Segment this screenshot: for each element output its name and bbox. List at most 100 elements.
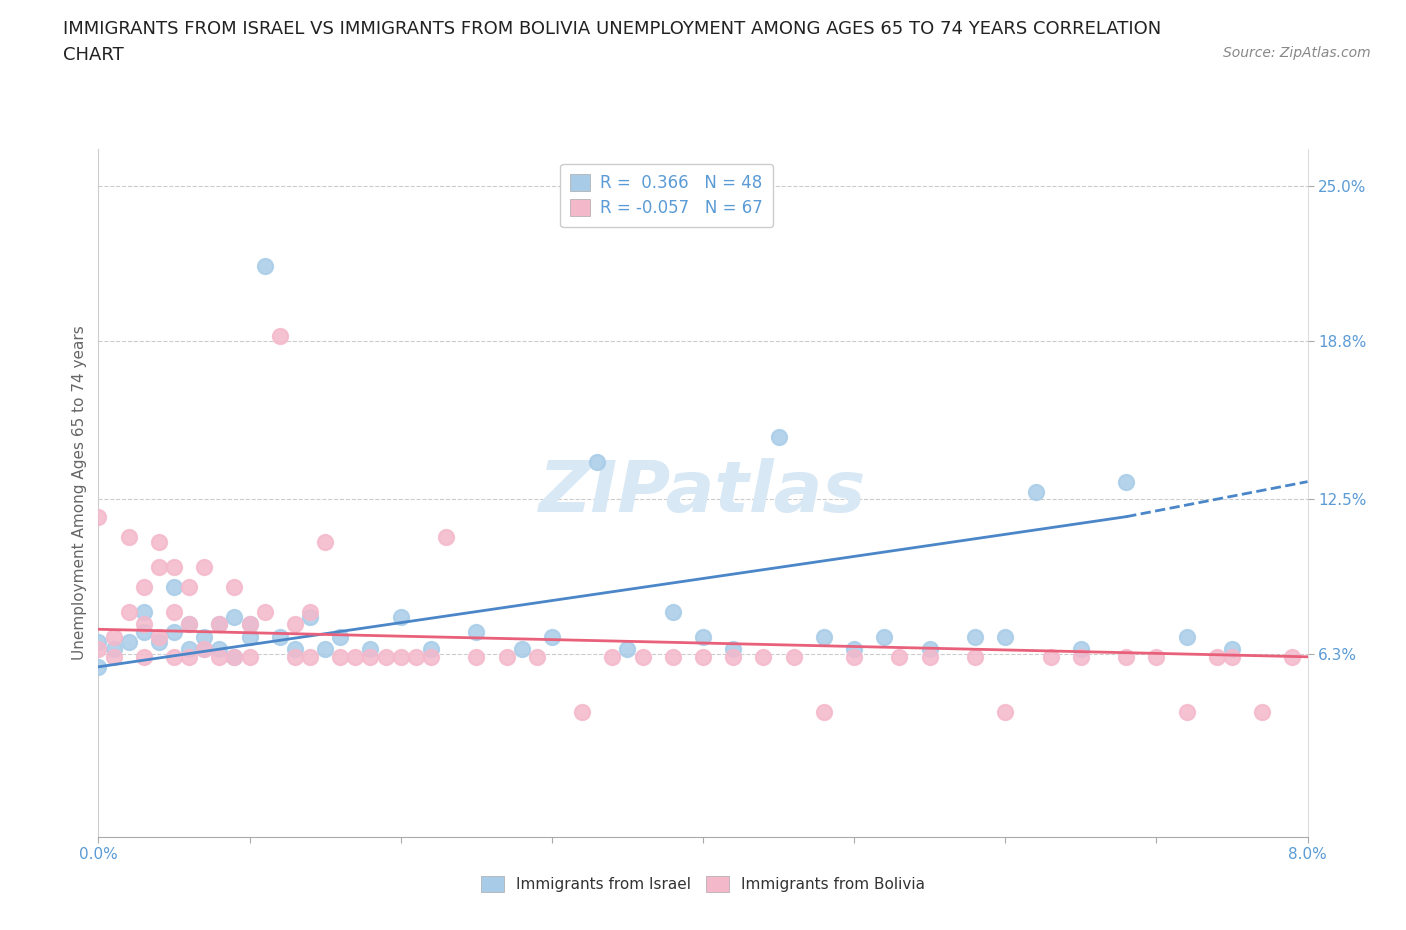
Point [918,642,941,657]
Text: IMMIGRANTS FROM ISRAEL VS IMMIGRANTS FROM BOLIVIA UNEMPLOYMENT AMONG AGES 65 TO : IMMIGRANTS FROM ISRAEL VS IMMIGRANTS FRO… [63,20,1161,38]
Legend: Immigrants from Israel, Immigrants from Bolivia: Immigrants from Israel, Immigrants from … [475,870,931,898]
Point [269,630,291,644]
Point [661,649,683,664]
Point [103,642,125,657]
Point [193,559,215,574]
Point [994,704,1017,719]
Point [844,642,866,657]
Point [132,649,155,664]
Point [299,604,322,619]
Point [359,642,381,657]
Point [103,649,125,664]
Point [87,642,110,657]
Point [224,609,246,624]
Point [193,642,215,657]
Point [179,579,201,594]
Point [103,630,125,644]
Point [994,630,1017,644]
Point [314,534,336,549]
Point [873,630,896,644]
Point [193,642,215,657]
Point [889,649,911,664]
Point [405,649,427,664]
Point [299,609,322,624]
Point [314,642,336,657]
Point [299,649,322,664]
Point [239,630,262,644]
Point [419,642,441,657]
Point [1281,649,1303,664]
Point [163,559,186,574]
Point [329,630,352,644]
Point [540,630,562,644]
Point [344,649,367,664]
Point [1175,630,1198,644]
Point [253,259,276,273]
Point [571,704,593,719]
Point [132,579,155,594]
Point [284,649,307,664]
Point [661,604,683,619]
Point [163,624,186,639]
Point [208,617,231,631]
Point [239,649,262,664]
Point [163,579,186,594]
Point [239,617,262,631]
Point [1115,649,1137,664]
Point [163,649,186,664]
Point [118,634,141,649]
Point [692,630,714,644]
Point [132,624,155,639]
Point [148,559,170,574]
Point [465,649,488,664]
Point [918,649,941,664]
Point [193,630,215,644]
Point [87,510,110,525]
Point [1144,649,1167,664]
Point [526,649,548,664]
Text: CHART: CHART [63,46,124,64]
Point [179,617,201,631]
Point [602,649,624,664]
Point [723,642,745,657]
Point [965,630,987,644]
Point [329,649,352,664]
Point [586,454,609,469]
Point [208,642,231,657]
Point [1205,649,1229,664]
Point [1024,485,1046,499]
Point [269,329,291,344]
Point [359,649,381,664]
Point [179,617,201,631]
Point [692,649,714,664]
Point [239,617,262,631]
Point [148,534,170,549]
Point [179,642,201,657]
Point [163,604,186,619]
Point [1175,704,1198,719]
Point [1220,642,1243,657]
Point [224,649,246,664]
Point [118,604,141,619]
Point [208,617,231,631]
Point [723,649,745,664]
Point [844,649,866,664]
Point [1070,649,1092,664]
Point [465,624,488,639]
Point [1070,642,1092,657]
Point [118,529,141,544]
Point [284,617,307,631]
Point [419,649,441,664]
Point [965,649,987,664]
Point [616,642,638,657]
Point [813,704,835,719]
Point [179,649,201,664]
Point [813,630,835,644]
Point [87,634,110,649]
Point [389,649,412,664]
Point [87,659,110,674]
Point [148,630,170,644]
Text: ZIPatlas: ZIPatlas [540,458,866,527]
Point [148,634,170,649]
Point [1115,474,1137,489]
